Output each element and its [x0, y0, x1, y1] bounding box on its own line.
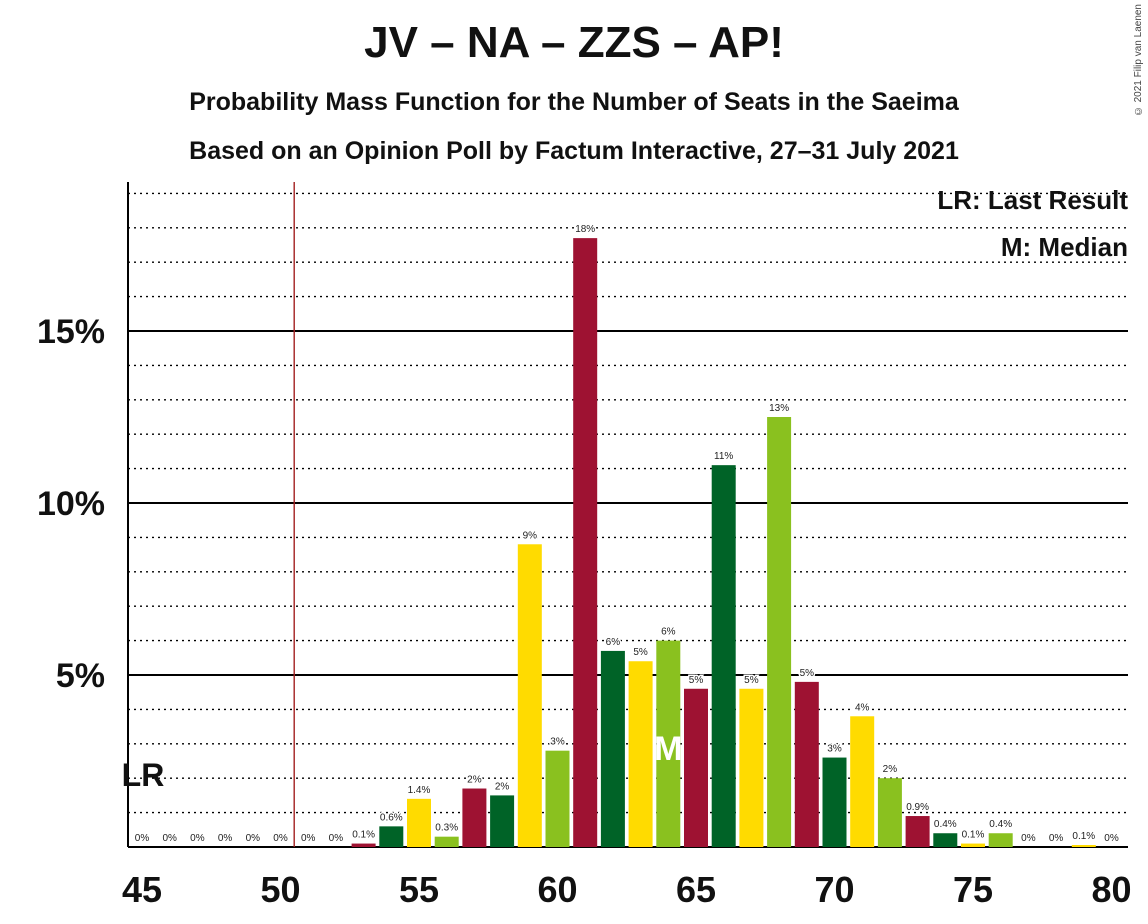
bar-value-label: 5%	[633, 647, 648, 658]
last-result-label: LR	[122, 757, 165, 793]
bar-value-label: 3%	[550, 737, 565, 748]
bar-value-label: 0%	[329, 833, 344, 844]
bar-seats-75	[961, 843, 985, 847]
bar-seats-72	[877, 778, 902, 847]
bar-value-label: 5%	[744, 675, 759, 686]
bar-seats-54	[379, 826, 404, 847]
chart-subtitle: Probability Mass Function for the Number…	[189, 88, 959, 116]
bar-value-label: 9%	[523, 530, 538, 541]
bar-seats-58	[490, 795, 515, 847]
bar-seats-64	[656, 640, 681, 847]
x-tick-label: 60	[537, 869, 577, 910]
chart-title: JV – NA – ZZS – AP!	[364, 18, 784, 67]
bar-seats-57	[462, 788, 487, 847]
x-tick-label: 75	[953, 869, 993, 910]
bar-value-label: 2%	[883, 764, 898, 775]
bar-seats-76	[988, 833, 1013, 847]
x-tick-label: 80	[1091, 869, 1131, 910]
y-tick-label: 15%	[37, 313, 105, 351]
bar-value-label: 5%	[800, 668, 815, 679]
bar-value-label: 0%	[1021, 833, 1036, 844]
bar-seats-69	[794, 681, 819, 847]
bar-value-label: 0%	[162, 833, 177, 844]
bar-value-label: 0.1%	[352, 830, 375, 841]
bar-value-label: 3%	[827, 744, 842, 755]
bar-value-label: 0%	[218, 833, 233, 844]
bar-seats-60	[545, 750, 570, 847]
bar-seats-67	[739, 688, 764, 847]
x-tick-label: 70	[814, 869, 854, 910]
bar-value-label: 18%	[575, 224, 595, 235]
bar-value-label: 0.1%	[1072, 831, 1095, 842]
bar-seats-70	[822, 757, 847, 847]
bar-value-label: 0.4%	[989, 819, 1012, 830]
bar-seats-79	[1071, 845, 1096, 847]
bar-value-label: 0%	[273, 833, 288, 844]
chart-source: Based on an Opinion Poll by Factum Inter…	[189, 137, 959, 165]
bar-value-label: 11%	[714, 451, 733, 462]
bar-seats-62	[600, 650, 625, 847]
bar-value-label: 2%	[495, 781, 510, 792]
bar-value-label: 0.4%	[934, 819, 957, 830]
bar-value-label: 4%	[855, 702, 870, 713]
bar-value-label: 13%	[769, 403, 789, 414]
bar-seats-65	[684, 688, 708, 847]
bar-seats-61	[573, 238, 598, 847]
y-tick-label: 10%	[37, 485, 105, 523]
bar-value-label: 1.4%	[408, 785, 431, 796]
bar-value-label: 2%	[467, 775, 482, 786]
bar-value-label: 5%	[689, 675, 704, 686]
bar-value-label: 0%	[246, 833, 261, 844]
bar-value-label: 0%	[190, 833, 205, 844]
bar-seats-73	[905, 816, 930, 847]
bar-seats-68	[767, 417, 792, 847]
x-tick-label: 50	[260, 869, 300, 910]
x-tick-label: 65	[676, 869, 716, 910]
bar-value-label: 0.6%	[380, 812, 403, 823]
bar-seats-63	[628, 661, 653, 847]
bar-seats-74	[933, 833, 958, 847]
bar-value-label: 0.3%	[435, 823, 458, 834]
bar-seats-55	[407, 798, 431, 847]
median-marker: M	[654, 730, 682, 768]
x-tick-label: 45	[122, 869, 162, 910]
bar-value-label: 6%	[661, 627, 676, 638]
bar-seats-71	[850, 716, 875, 847]
bar-seats-56	[434, 836, 459, 847]
bar-value-label: 0.9%	[906, 802, 929, 813]
bar-value-label: 0.1%	[962, 830, 985, 841]
bar-value-label: 0%	[1104, 833, 1119, 844]
bar-value-label: 6%	[606, 637, 621, 648]
x-tick-label: 55	[399, 869, 439, 910]
bar-value-label: 0%	[301, 833, 316, 844]
legend-last-result: LR: Last Result	[937, 185, 1128, 215]
bar-value-label: 0%	[1049, 833, 1064, 844]
bar-seats-66	[711, 465, 736, 847]
legend-median: M: Median	[1000, 232, 1128, 262]
bar-seats-53	[351, 843, 376, 847]
bar-value-label: 0%	[135, 833, 150, 844]
bar-seats-59	[517, 544, 542, 847]
y-tick-label: 5%	[56, 657, 105, 695]
